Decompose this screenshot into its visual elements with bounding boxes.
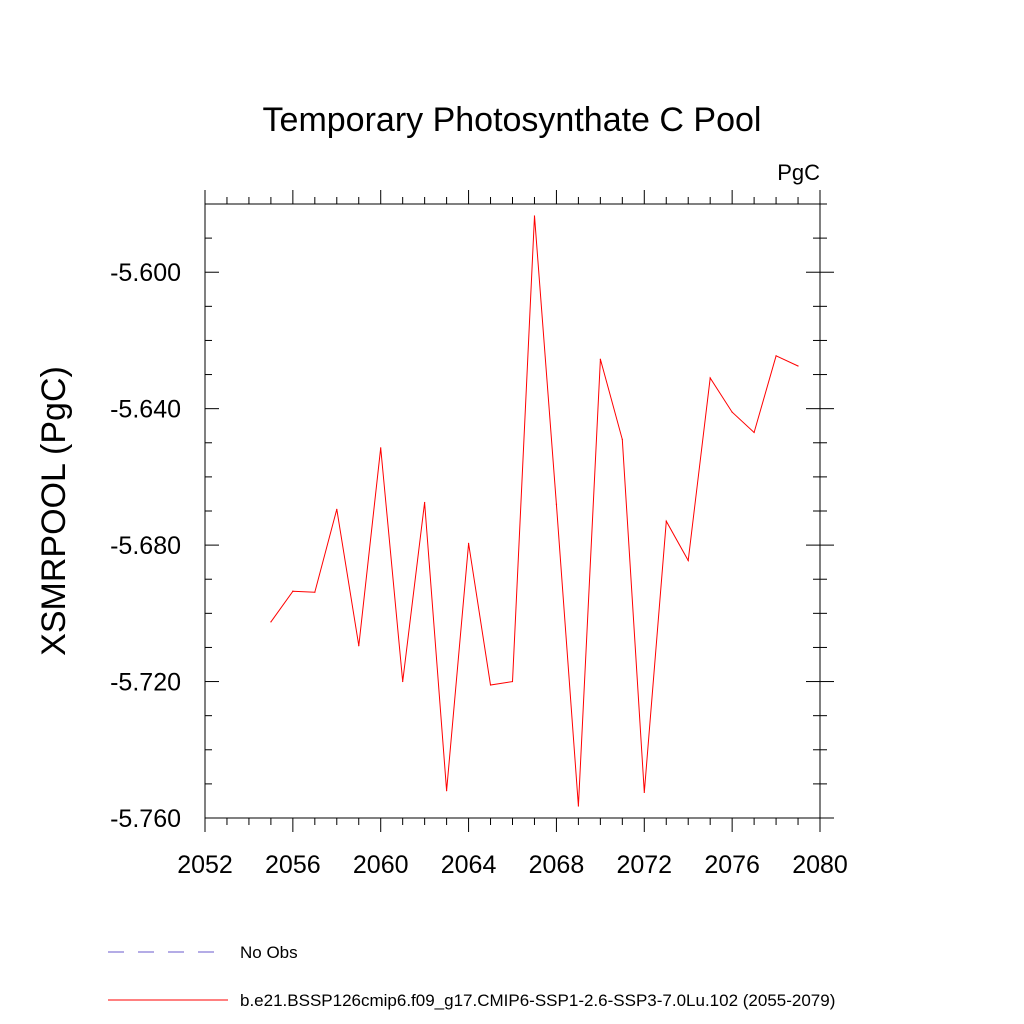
- data-point: [402, 680, 404, 683]
- data-point: [511, 680, 514, 683]
- data-point: [424, 501, 426, 504]
- x-tick-label: 2072: [616, 851, 672, 879]
- y-tick-label: -5.680: [110, 532, 181, 560]
- y-tick-label: -5.600: [110, 259, 181, 287]
- legend-label-1: b.e21.BSSP126cmip6.f09_g17.CMIP6-SSP1-2.…: [240, 991, 835, 1010]
- plot-frame: [204, 203, 821, 819]
- chart-title: Temporary Photosynthate C Pool: [263, 101, 762, 139]
- legend: No Obs b.e21.BSSP126cmip6.f09_g17.CMIP6-S…: [108, 943, 835, 1010]
- y-axis-label: XSMRPOOL (PgC): [35, 366, 73, 656]
- data-point: [687, 559, 689, 562]
- legend-label-0: No Obs: [240, 943, 298, 962]
- data-point: [336, 508, 338, 510]
- x-tick-label: 2064: [441, 851, 497, 879]
- data-point: [489, 684, 492, 686]
- axis-ticks: [204, 190, 834, 832]
- data-point: [643, 791, 645, 794]
- data-point: [533, 215, 536, 217]
- series-line-1: [270, 215, 799, 807]
- data-point: [577, 805, 579, 807]
- y-tick-label: -5.720: [110, 669, 181, 697]
- data-point: [775, 355, 777, 357]
- data-point: [731, 411, 733, 413]
- data-point: [555, 503, 558, 505]
- x-tick-label: 2068: [529, 851, 585, 879]
- data-point: [270, 621, 272, 623]
- units-label: PgC: [777, 160, 820, 185]
- series-layer: [270, 215, 799, 807]
- data-point: [599, 358, 601, 360]
- data-point: [358, 645, 360, 647]
- data-point: [467, 542, 470, 545]
- data-point: [621, 438, 623, 440]
- x-tick-label: 2080: [792, 851, 848, 879]
- x-tick-label: 2076: [704, 851, 760, 879]
- data-point: [292, 590, 294, 592]
- y-tick-label: -5.640: [110, 396, 181, 424]
- data-point: [314, 591, 316, 593]
- x-tick-label: 2060: [353, 851, 409, 879]
- data-point: [709, 377, 711, 379]
- data-point: [665, 520, 667, 522]
- data-point: [446, 790, 448, 792]
- data-point: [380, 447, 382, 449]
- y-tick-label: -5.760: [110, 805, 181, 833]
- x-tick-label: 2052: [177, 851, 233, 879]
- data-point: [797, 365, 799, 367]
- x-tick-label: 2056: [265, 851, 321, 879]
- data-point: [753, 431, 755, 434]
- tick-labels: 2052 2056 2060 2064 2068 2072 2076 2080 -5.600 -5…: [110, 259, 848, 879]
